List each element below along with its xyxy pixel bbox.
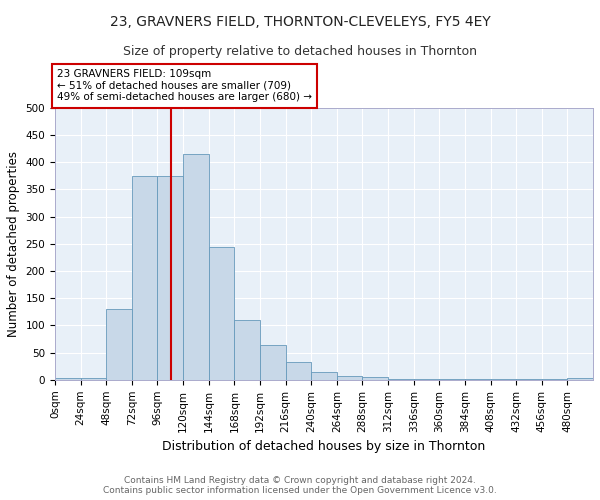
Bar bbox=[286, 362, 311, 380]
Text: Contains HM Land Registry data © Crown copyright and database right 2024.: Contains HM Land Registry data © Crown c… bbox=[124, 476, 476, 485]
Bar bbox=[568, 378, 593, 380]
Bar bbox=[55, 378, 80, 380]
Bar bbox=[388, 379, 413, 380]
Text: 23, GRAVNERS FIELD, THORNTON-CLEVELEYS, FY5 4EY: 23, GRAVNERS FIELD, THORNTON-CLEVELEYS, … bbox=[110, 15, 490, 29]
Bar bbox=[157, 176, 183, 380]
Bar bbox=[260, 344, 286, 380]
Bar bbox=[80, 378, 106, 380]
Bar bbox=[337, 376, 362, 380]
X-axis label: Distribution of detached houses by size in Thornton: Distribution of detached houses by size … bbox=[163, 440, 485, 453]
Bar bbox=[209, 246, 235, 380]
Text: 23 GRAVNERS FIELD: 109sqm
← 51% of detached houses are smaller (709)
49% of semi: 23 GRAVNERS FIELD: 109sqm ← 51% of detac… bbox=[57, 69, 312, 102]
Bar bbox=[106, 309, 132, 380]
Bar bbox=[311, 372, 337, 380]
Y-axis label: Number of detached properties: Number of detached properties bbox=[7, 151, 20, 337]
Bar bbox=[235, 320, 260, 380]
Text: Contains public sector information licensed under the Open Government Licence v3: Contains public sector information licen… bbox=[103, 486, 497, 495]
Bar bbox=[132, 176, 157, 380]
Bar bbox=[183, 154, 209, 380]
Text: Size of property relative to detached houses in Thornton: Size of property relative to detached ho… bbox=[123, 45, 477, 58]
Bar bbox=[362, 377, 388, 380]
